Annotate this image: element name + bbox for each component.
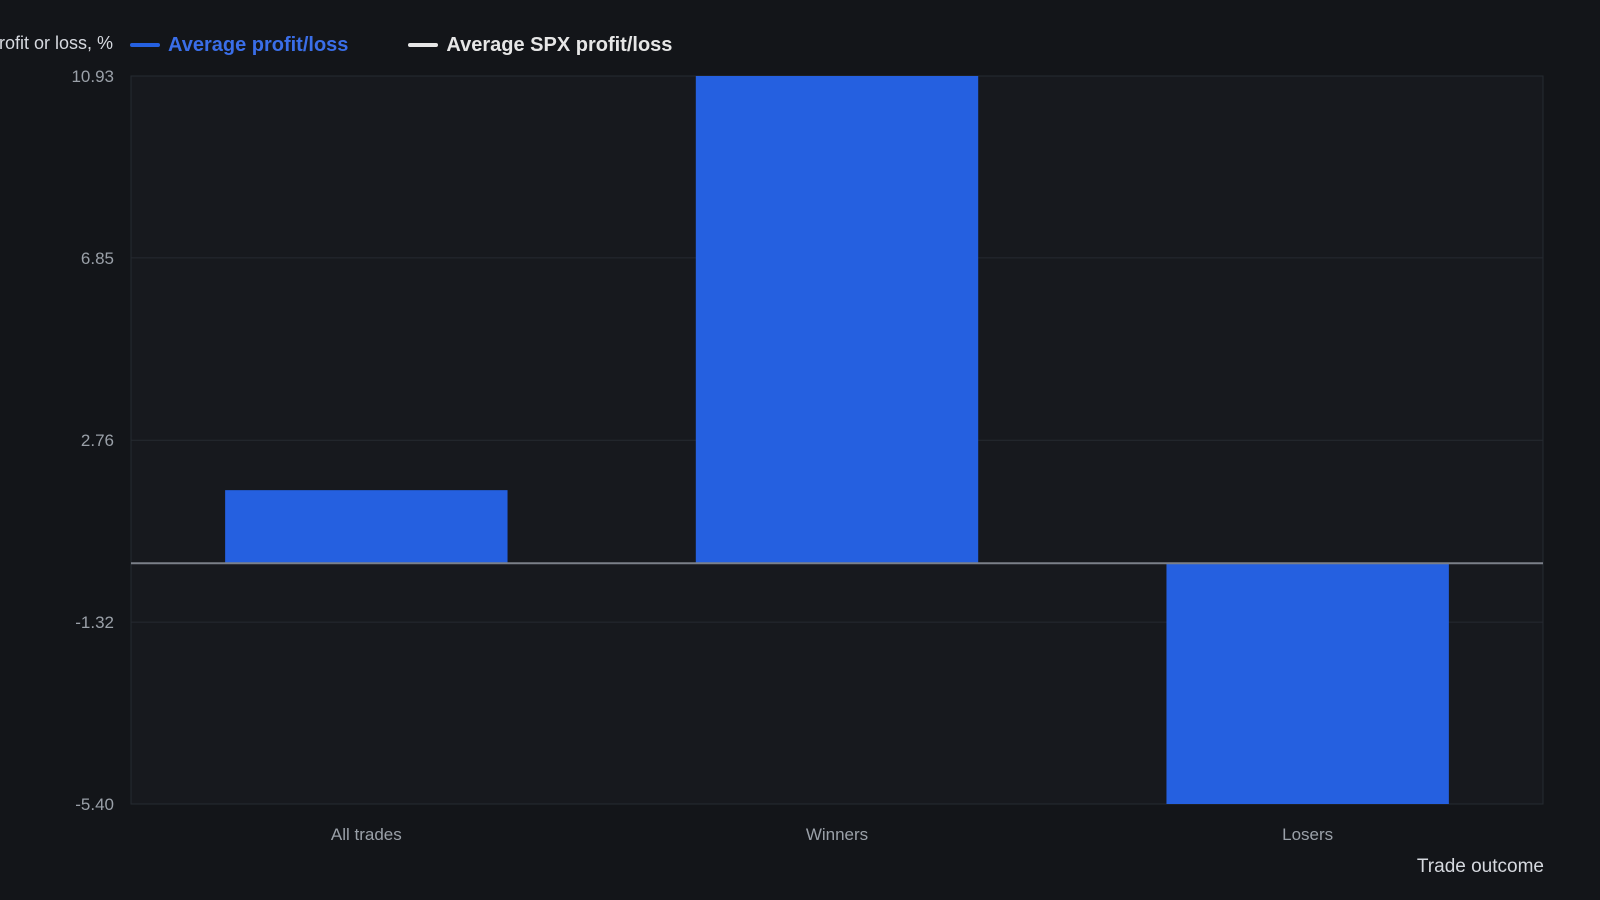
y-tick-label: -1.32: [75, 613, 114, 632]
legend-item-average-profit-loss[interactable]: Average profit/loss: [130, 34, 348, 57]
x-category-label: Losers: [1282, 825, 1333, 844]
legend-swatch-average-profit-loss: [130, 43, 160, 47]
y-axis-title: Profit or loss, %: [0, 33, 113, 53]
y-tick-label: 6.85: [81, 249, 114, 268]
legend-label-average-spx-profit-loss: Average SPX profit/loss: [446, 33, 673, 56]
legend-label-average-profit-loss: Average profit/loss: [168, 33, 349, 56]
legend-swatch-average-spx-profit-loss: [408, 43, 439, 47]
x-category-label: Winners: [806, 825, 868, 844]
legend-item-average-spx-profit-loss[interactable]: Average SPX profit/loss: [408, 34, 672, 57]
y-tick-label: -5.40: [75, 795, 114, 814]
y-tick-label: 10.93: [71, 67, 114, 86]
bar-losers: [1166, 563, 1449, 804]
x-axis-title: Trade outcome: [1416, 856, 1544, 877]
y-tick-label: 2.76: [81, 431, 114, 450]
legend: Average profit/loss Average SPX profit/l…: [130, 33, 732, 57]
bar-winners: [695, 76, 979, 564]
x-category-label: All trades: [331, 825, 402, 844]
bar-all-trades: [225, 490, 508, 564]
